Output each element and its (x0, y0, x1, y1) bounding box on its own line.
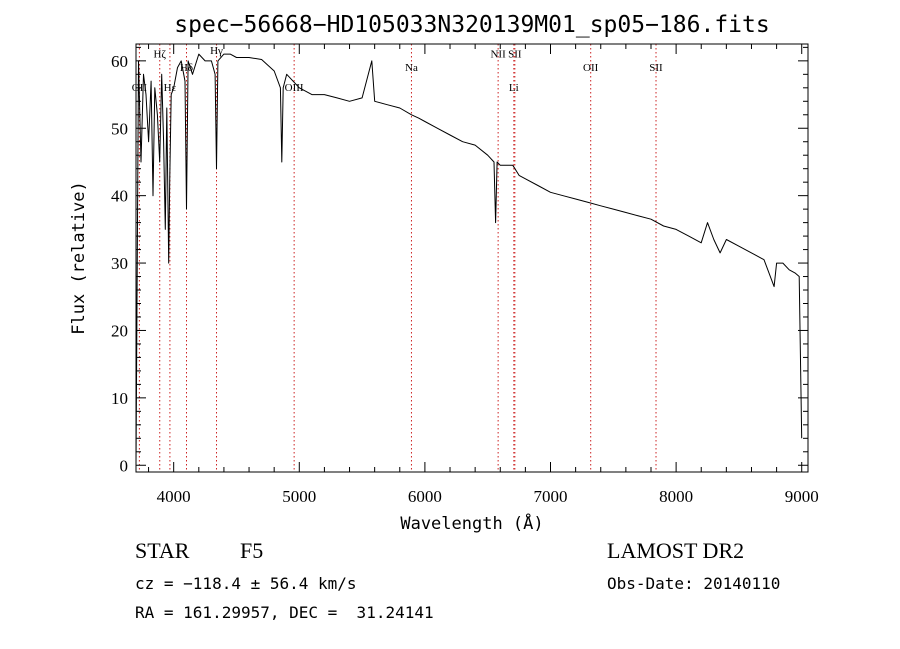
y-tick-label: 0 (120, 456, 129, 475)
x-tick-label: 4000 (157, 487, 191, 506)
spectral-line-label: NII (490, 48, 506, 60)
spectral-line-label: Li (509, 82, 519, 94)
spectral-line-label: SII (508, 48, 522, 60)
spectral-line-label: Na (405, 62, 418, 74)
survey-name: LAMOST DR2 (607, 538, 745, 563)
spectral-line-label: Hγ (210, 45, 223, 57)
y-tick-label: 20 (111, 321, 128, 340)
spectrum-line (135, 53, 803, 466)
spectral-line-label: SII (649, 62, 663, 74)
chart-title: spec−56668−HD105033N320139M01_sp05−186.f… (174, 12, 769, 38)
x-tick-label: 5000 (282, 487, 316, 506)
x-tick-label: 9000 (785, 487, 819, 506)
y-tick-label: 40 (111, 187, 128, 206)
object-type: STAR (135, 538, 190, 563)
y-tick-label: 30 (111, 254, 128, 273)
y-axis: 0 10 20 30 40 50 60 (111, 46, 808, 475)
spectrum-series (135, 53, 803, 466)
spectral-subclass: F5 (240, 538, 264, 563)
observation-date: Obs-Date: 20140110 (607, 574, 781, 593)
plot-frame (135, 43, 809, 473)
y-tick-label: 50 (111, 119, 128, 138)
y-axis-label: Flux (relative) (69, 181, 89, 335)
x-tick-label: 6000 (408, 487, 442, 506)
y-tick-label: 10 (111, 389, 128, 408)
x-tick-label: 8000 (659, 487, 693, 506)
spectral-line-label: OIII (285, 82, 304, 94)
x-axis: 4000 5000 6000 7000 8000 9000 (148, 44, 819, 506)
x-axis-label: Wavelength (Å) (400, 512, 543, 534)
x-tick-label: 7000 (534, 487, 568, 506)
coordinates: RA = 161.29957, DEC = 31.24141 (135, 603, 434, 622)
y-tick-label: 60 (111, 52, 128, 71)
spectral-line-label: Hε (164, 82, 177, 94)
spectral-line-label: OII (583, 62, 599, 74)
spectral-line-label: Hζ (153, 48, 166, 60)
redshift-velocity: cz = −118.4 ± 56.4 km/s (135, 574, 357, 593)
